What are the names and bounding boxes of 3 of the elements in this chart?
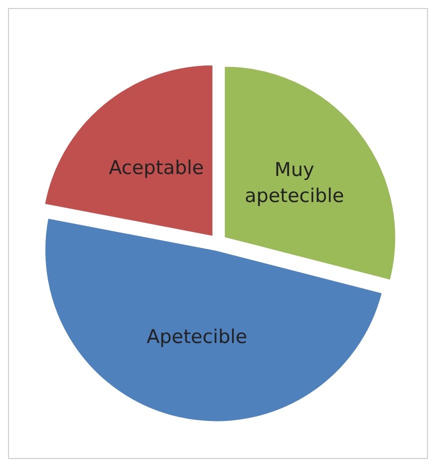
slice-label: Aceptable: [108, 156, 204, 179]
slice-label: Muy apetecible: [244, 159, 344, 208]
slice-label: Apetecible: [146, 326, 248, 348]
